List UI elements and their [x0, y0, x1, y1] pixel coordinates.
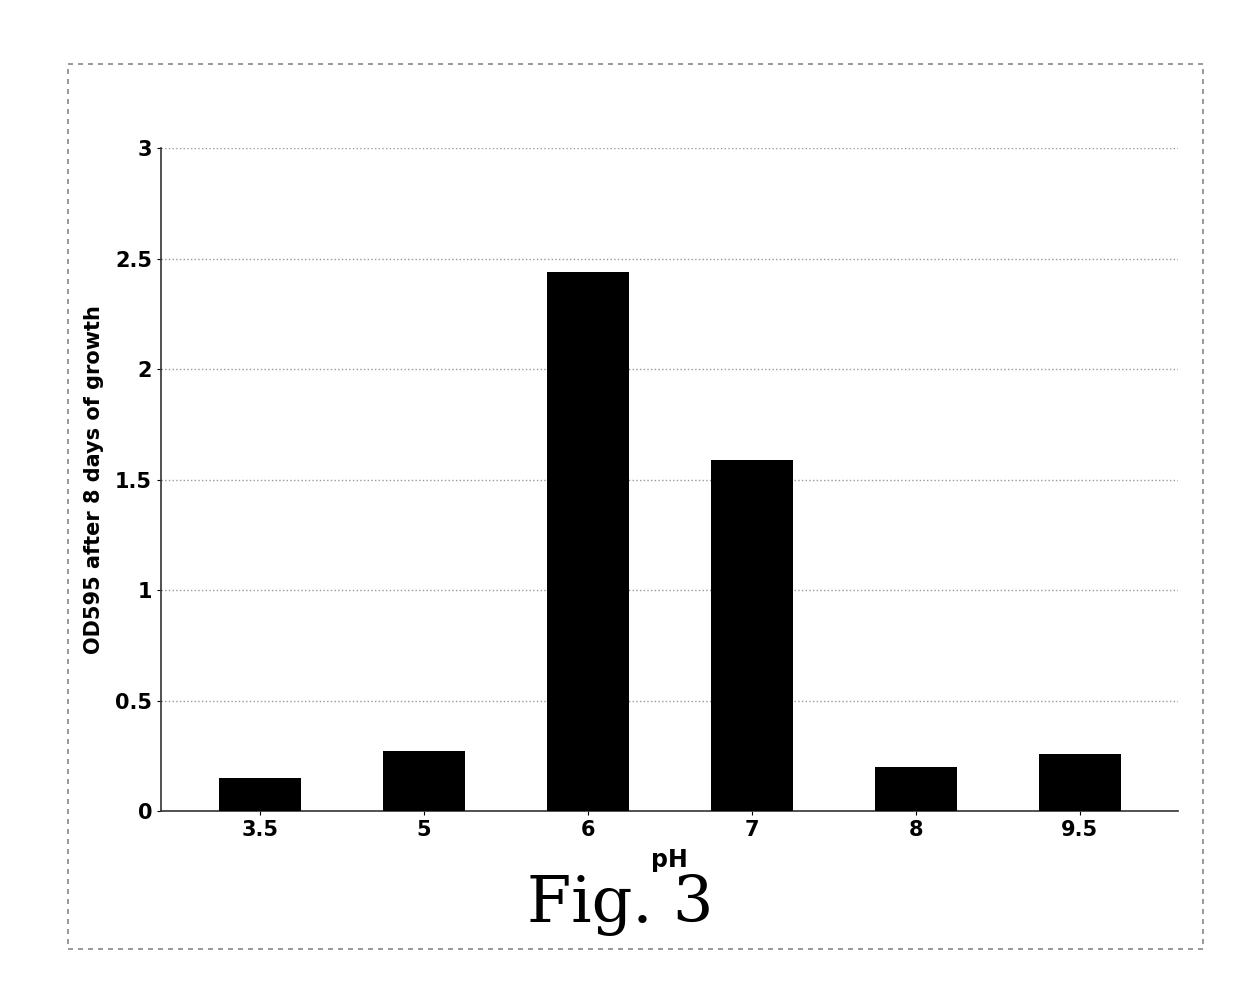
Bar	[383, 752, 465, 811]
Bar	[1039, 754, 1121, 811]
Bar	[711, 460, 792, 811]
Bar	[547, 272, 629, 811]
Bar	[218, 777, 300, 811]
X-axis label: pH: pH	[651, 849, 688, 872]
Y-axis label: OD595 after 8 days of growth: OD595 after 8 days of growth	[84, 306, 104, 654]
Text: Fig. 3: Fig. 3	[527, 874, 713, 936]
Bar	[874, 766, 956, 811]
